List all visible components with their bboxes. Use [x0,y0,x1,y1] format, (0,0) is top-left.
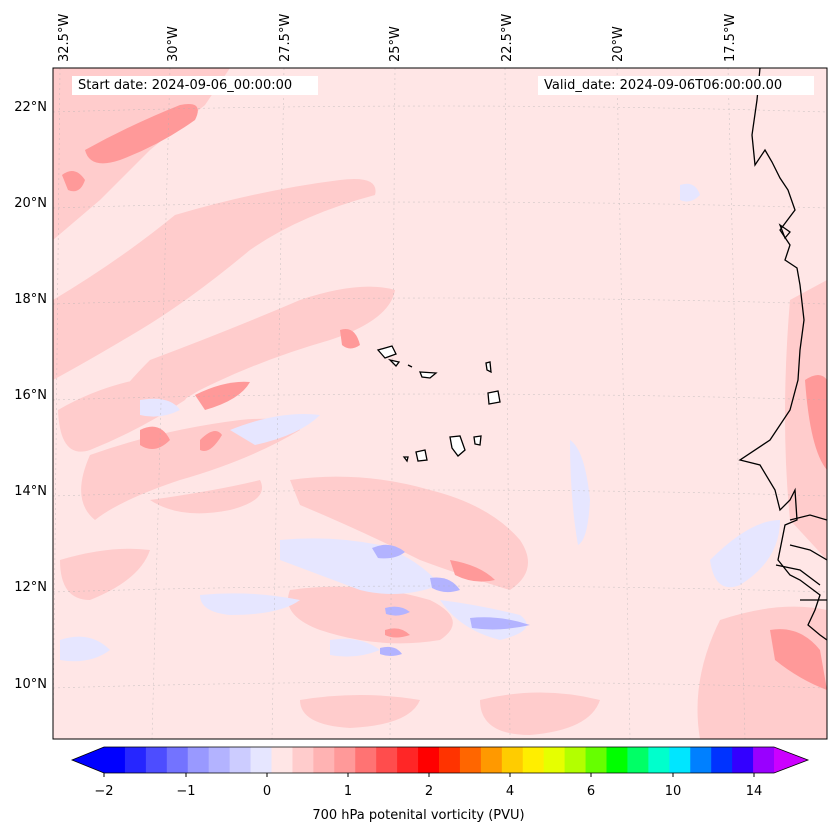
coastline [738,68,827,641]
colorbar-swatch [418,747,440,773]
lon-label: 25°W [388,26,403,62]
colorbar-swatch [627,747,649,773]
colorbar-swatch [480,747,503,773]
colorbar-extend-min [72,747,104,773]
lon-label: 30°W [166,26,181,62]
colorbar-swatch [187,747,210,773]
colorbar-swatch [145,747,168,773]
colorbar-swatch [585,747,607,773]
lat-label: 18°N [14,292,47,307]
colorbar-swatch [250,747,272,773]
colorbar-label: 700 hPa potenital vorticity (PVU) [312,808,525,823]
latitude-labels: 22°N 20°N 18°N 16°N 14°N 12°N 10°N [14,100,47,692]
lat-label: 12°N [14,580,47,595]
colorbar-swatch [355,747,377,773]
colorbar-swatch [334,747,356,773]
colorbar-tick-label: 4 [506,784,514,799]
cape-verde-islands [376,345,501,463]
colorbar [70,746,810,777]
colorbar-ticks: −2 −1 0 1 2 4 6 10 14 [94,784,762,799]
colorbar-swatch [229,747,252,773]
lon-label: 27.5°W [278,14,293,62]
colorbar-swatch [208,747,231,773]
colorbar-swatch [606,747,628,773]
lat-label: 10°N [14,677,47,692]
colorbar-swatch [522,747,545,773]
valid-date-box: Valid_date: 2024-09-06T06:00:00.00 [538,76,814,95]
colorbar-tick-label: 10 [665,784,682,799]
colorbar-tick-label: −1 [176,784,195,799]
start-date-box: Start date: 2024-09-06_00:00:00 [72,76,318,95]
lon-label: 32.5°W [57,14,72,62]
colorbar-swatch [271,747,293,773]
colorbar-swatch [439,747,461,773]
colorbar-swatch [104,747,126,773]
pv-mid-red-patches [62,104,827,690]
lat-label: 16°N [14,388,47,403]
lon-label: 20°W [611,26,626,62]
colorbar-swatch [501,747,524,773]
colorbar-swatch [166,747,189,773]
longitude-labels: 32.5°W 30°W 27.5°W 25°W 22.5°W 20°W 17.5… [57,14,738,62]
colorbar-swatch [376,747,398,773]
colorbar-swatch [711,747,733,773]
colorbar-tick-label: −2 [94,784,113,799]
lon-label: 22.5°W [500,14,515,62]
colorbar-swatch [397,747,419,773]
colorbar-tick-label: 0 [263,784,271,799]
colorbar-tick-label: 14 [746,784,763,799]
lon-label: 17.5°W [723,14,738,62]
pv-light-blue-patches [60,183,780,662]
pv-light-red-patches [53,68,827,739]
pv-mid-blue-patches [372,544,530,656]
colorbar-swatch [313,747,335,773]
colorbar-tick-label: 6 [587,784,595,799]
colorbar-tick-label: 2 [425,784,433,799]
start-date-label: Start date: 2024-09-06_00:00:00 [78,78,293,93]
colorbar-extend-max [774,747,808,773]
graticule [53,68,827,739]
colorbar-swatch [459,747,482,773]
colorbar-swatch [690,747,712,773]
colorbar-swatch [648,747,670,773]
map-frame [52,67,828,740]
colorbar-swatch [124,747,147,773]
lat-label: 20°N [14,196,47,211]
colorbar-swatch [292,747,314,773]
colorbar-tick-label: 1 [344,784,352,799]
colorbar-swatch [732,747,754,773]
colorbar-swatch [753,747,775,773]
lat-label: 14°N [14,484,47,499]
colorbar-swatch [564,747,587,773]
colorbar-swatch [543,747,566,773]
map-area [53,68,827,739]
colorbar-swatch [669,747,691,773]
valid-date-label: Valid_date: 2024-09-06T06:00:00.00 [544,78,783,93]
lat-label: 22°N [14,100,47,115]
